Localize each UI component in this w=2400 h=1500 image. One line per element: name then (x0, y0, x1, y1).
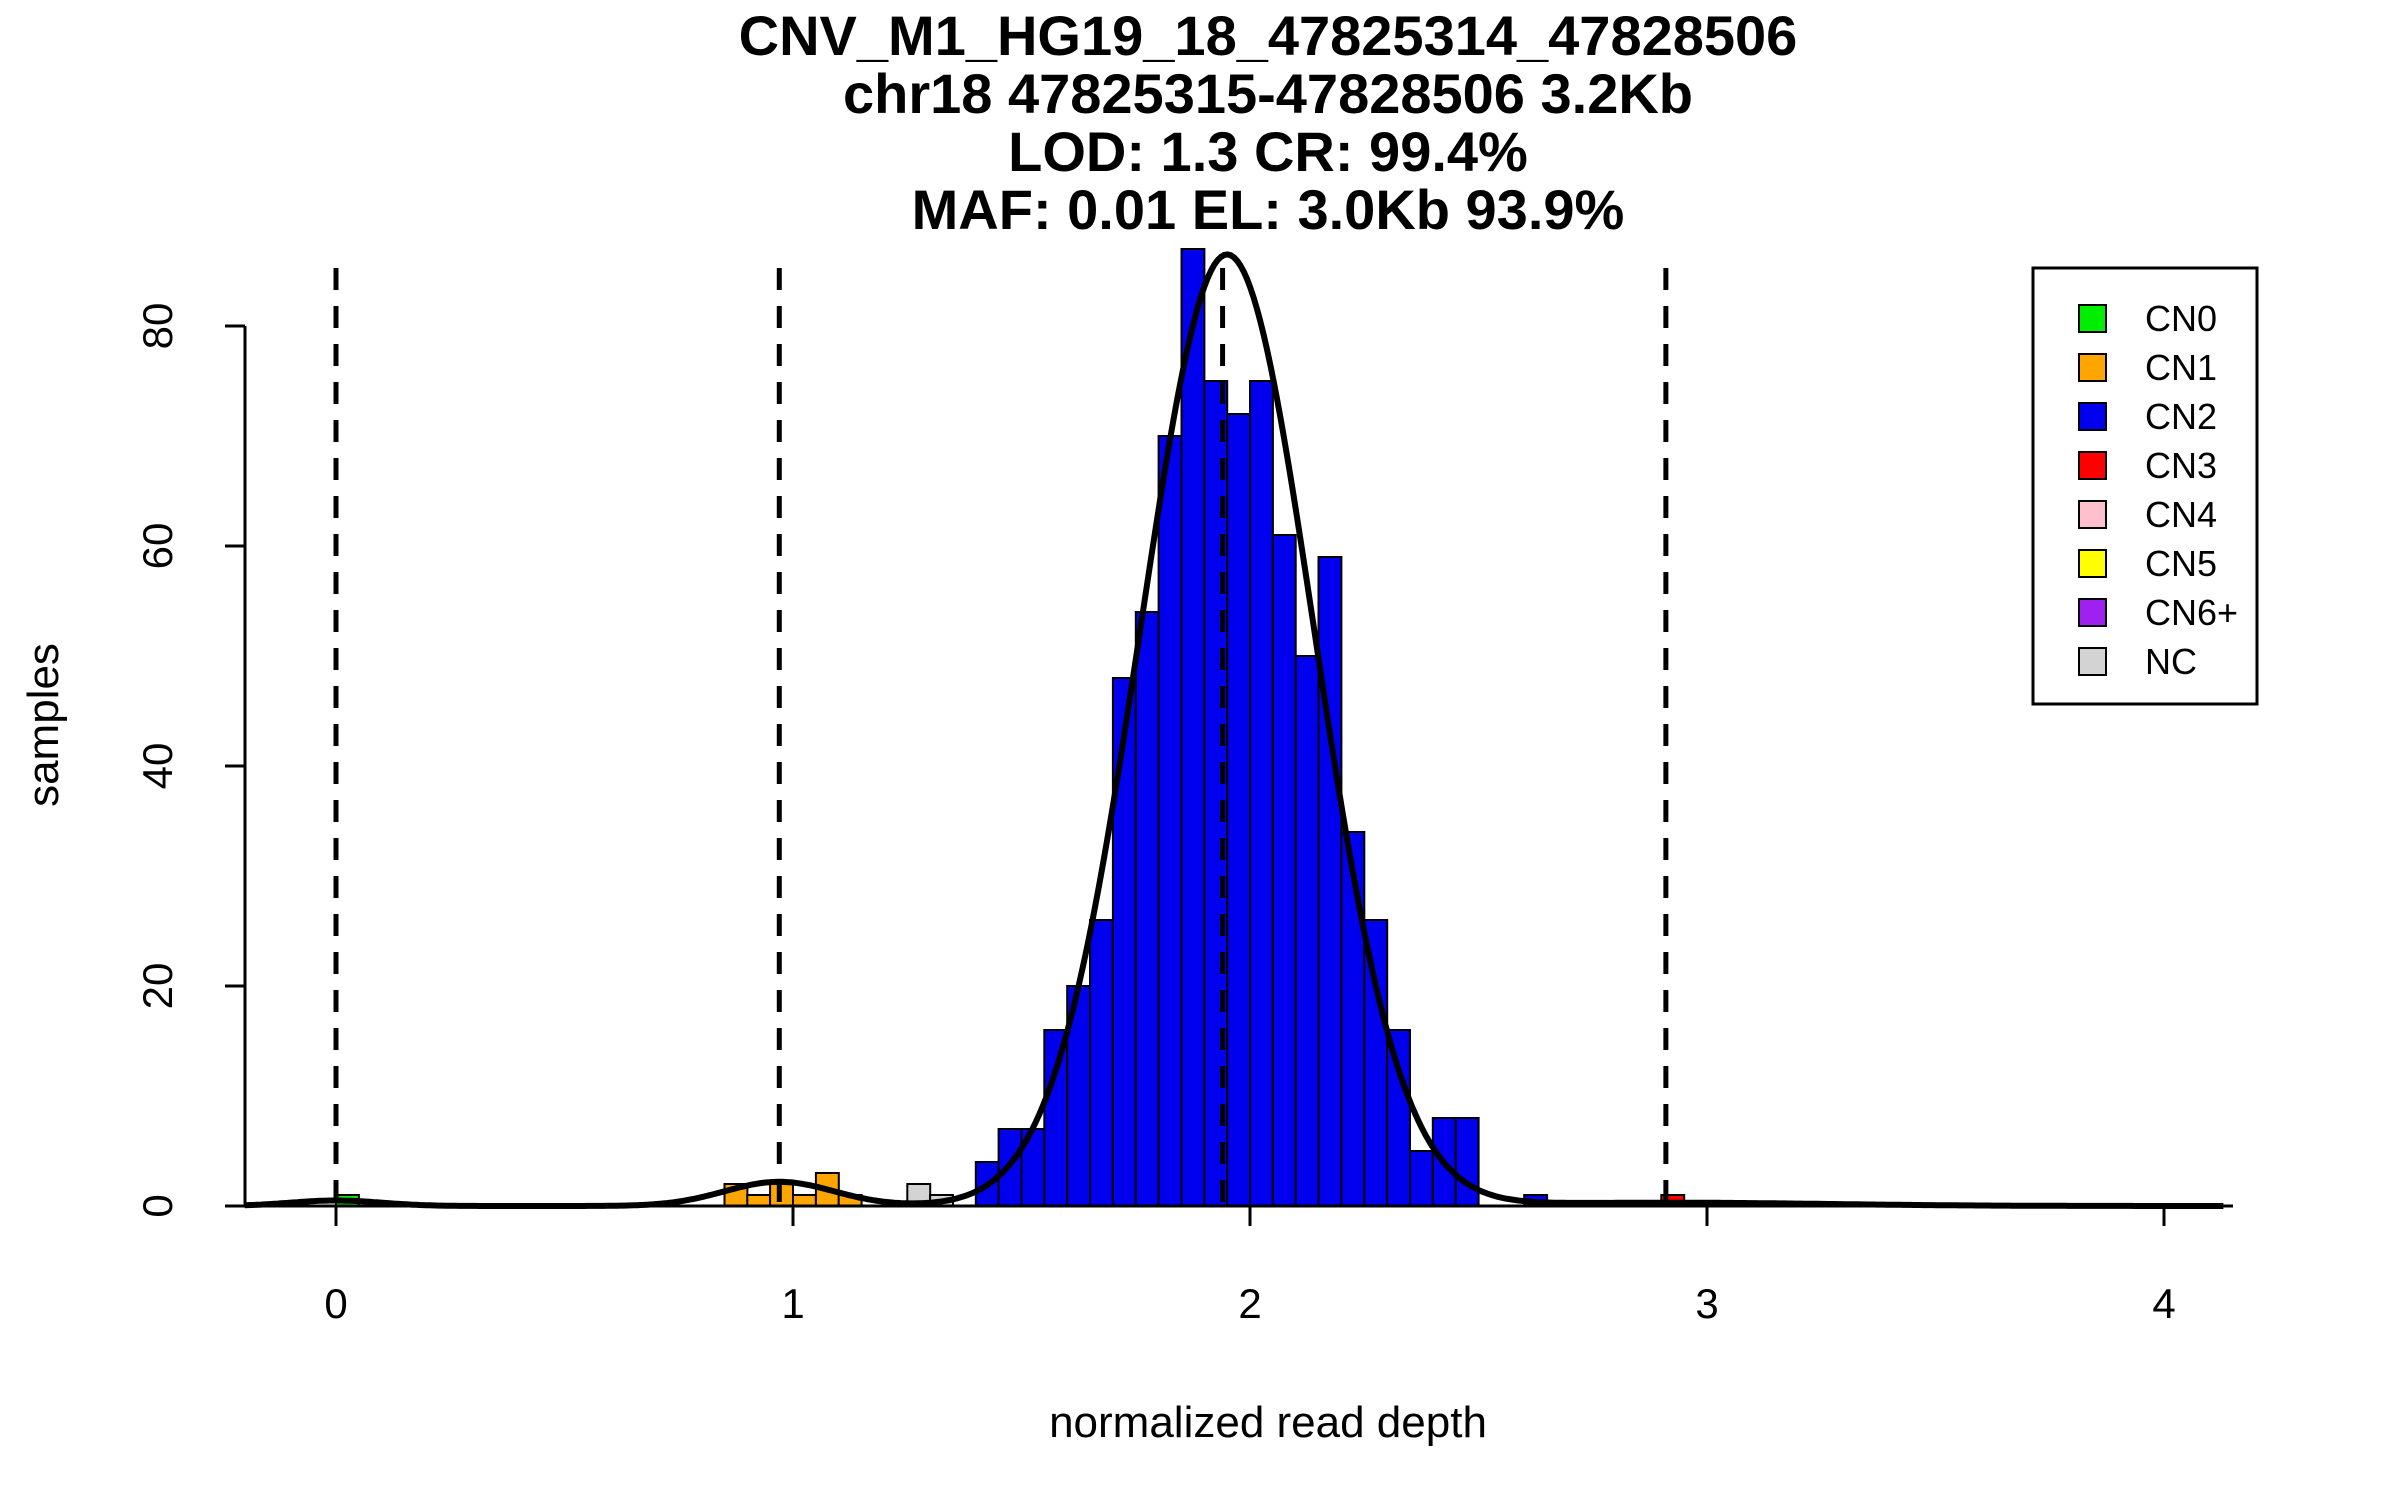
y-tick-label: 80 (134, 303, 181, 350)
legend-label: CN0 (2145, 298, 2217, 339)
histogram-bar (1409, 1150, 1434, 1207)
histogram-bar (1157, 435, 1183, 1207)
histogram-bar (1089, 919, 1114, 1207)
legend-swatch (2078, 304, 2107, 333)
y-axis-label: samples (19, 643, 68, 807)
histogram-bar (1043, 1029, 1069, 1207)
legend-label: CN1 (2145, 347, 2217, 388)
x-tick-label: 3 (1695, 1280, 1718, 1327)
histogram-bars (335, 248, 1686, 1207)
histogram-bar (1180, 248, 1206, 1207)
title-line-2: chr18 47825315-47828506 3.2Kb (843, 62, 1693, 125)
legend-swatch (2078, 598, 2107, 627)
legend-label: CN5 (2145, 543, 2217, 584)
x-tick-label: 2 (1238, 1280, 1261, 1327)
x-axis-label: normalized read depth (1049, 1398, 1487, 1447)
legend-label: CN2 (2145, 396, 2217, 437)
legend-swatch (2078, 500, 2107, 529)
histogram-bar (1386, 1029, 1411, 1207)
histogram-bar (792, 1194, 817, 1207)
y-tick-label: 0 (134, 1194, 181, 1217)
y-tick-label: 40 (134, 743, 181, 790)
x-axis: 0 1 2 3 4 (245, 1204, 2233, 1327)
histogram-bar (1271, 534, 1297, 1207)
histogram-bar (1111, 677, 1137, 1207)
title-line-3: LOD: 1.3 CR: 99.4% (1008, 120, 1528, 183)
x-tick-label: 0 (324, 1280, 347, 1327)
legend-swatch (2078, 402, 2107, 431)
histogram-bar (1249, 380, 1274, 1207)
histogram-bar (1134, 611, 1160, 1207)
legend-swatch (2078, 451, 2107, 480)
y-axis: 0 20 40 60 80 (134, 303, 247, 1218)
y-tick-label: 20 (134, 963, 181, 1010)
legend-label: CN3 (2145, 445, 2217, 486)
legend: CN0 CN1 CN2 CN3 CN4 CN5 CN6+ NC (2031, 266, 2259, 706)
y-tick-label: 60 (134, 523, 181, 570)
x-tick-label: 1 (781, 1280, 804, 1327)
legend-label: CN6+ (2145, 592, 2238, 633)
legend-label: NC (2145, 641, 2197, 682)
histogram-bar (1454, 1117, 1480, 1207)
copy-number-lines (333, 268, 1669, 1206)
legend-label: CN4 (2145, 494, 2217, 535)
x-tick-label: 4 (2152, 1280, 2175, 1327)
histogram-bar (1226, 413, 1252, 1207)
title-line-4: MAF: 0.01 EL: 3.0Kb 93.9% (912, 178, 1625, 241)
title-line-1: CNV_M1_HG19_18_47825314_47828506 (739, 4, 1798, 67)
histogram-bar (746, 1194, 772, 1207)
legend-swatch (2078, 549, 2107, 578)
legend-swatch (2078, 647, 2107, 676)
legend-swatch (2078, 353, 2107, 382)
legend-box (2031, 266, 2259, 706)
chart-title: CNV_M1_HG19_18_47825314_47828506 chr18 4… (739, 4, 1798, 241)
histogram-bar (1317, 556, 1343, 1207)
histogram-bar (1294, 655, 1320, 1207)
